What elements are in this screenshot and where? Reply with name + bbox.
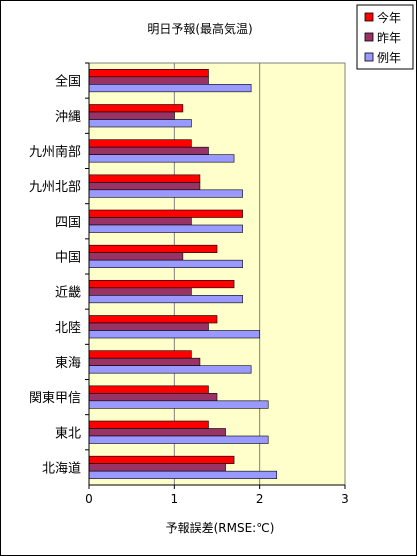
category-label: 東海 — [55, 355, 81, 371]
bar-昨年-北海道 — [88, 463, 226, 472]
bar-今年-中国 — [88, 244, 218, 253]
bar-例年-全国 — [88, 84, 252, 93]
category-label: 北海道 — [42, 461, 81, 476]
bar-昨年-東海 — [88, 357, 201, 366]
bar-今年-九州北部 — [88, 174, 201, 183]
bar-今年-北陸 — [88, 315, 218, 324]
chart-title: 明日予報(最高気温) — [147, 21, 252, 36]
bar-昨年-中国 — [88, 252, 184, 261]
bar-昨年-東北 — [88, 428, 226, 437]
category-label: 沖縄 — [55, 110, 81, 125]
category-label: 九州北部 — [29, 180, 81, 195]
bar-今年-四国 — [88, 209, 243, 218]
bar-昨年-北陸 — [88, 322, 209, 331]
bar-今年-近畿 — [88, 280, 235, 289]
grid-lines — [173, 63, 261, 485]
bar-例年-近畿 — [88, 295, 243, 304]
bar-例年-九州北部 — [88, 189, 243, 198]
bar-今年-北海道 — [88, 455, 235, 464]
bar-今年-関東甲信 — [88, 385, 209, 394]
category-label: 九州南部 — [29, 144, 81, 160]
legend-label: 昨年 — [377, 31, 401, 45]
category-label: 北陸 — [55, 320, 81, 336]
bar-今年-九州南部 — [88, 139, 192, 148]
legend-swatch-今年 — [364, 12, 374, 22]
bar-今年-東北 — [88, 420, 209, 429]
x-tick-label: 2 — [256, 492, 264, 506]
bar-例年-中国 — [88, 259, 243, 268]
category-label: 関東甲信 — [29, 390, 81, 406]
bar-例年-東北 — [88, 435, 269, 444]
category-label: 近畿 — [55, 286, 81, 301]
bar-昨年-九州北部 — [88, 182, 201, 191]
x-tick-label: 0 — [85, 492, 93, 506]
bar-例年-関東甲信 — [88, 400, 269, 409]
x-axis-ticks: 0 1 2 3 — [85, 485, 349, 506]
bar-例年-四国 — [88, 224, 243, 233]
bar-例年-北海道 — [88, 470, 278, 479]
bar-昨年-沖縄 — [88, 111, 175, 120]
category-label: 中国 — [55, 250, 81, 265]
category-label: 全国 — [55, 74, 81, 90]
category-label: 四国 — [55, 215, 81, 230]
bar-今年-東海 — [88, 350, 192, 359]
x-tick-label: 3 — [341, 492, 349, 506]
bar-昨年-四国 — [88, 217, 192, 226]
bar-昨年-全国 — [88, 76, 209, 85]
bar-昨年-近畿 — [88, 287, 192, 296]
bar-昨年-九州南部 — [88, 146, 209, 155]
bar-昨年-関東甲信 — [88, 393, 218, 402]
legend-label: 今年 — [377, 10, 401, 25]
bar-今年-全国 — [88, 69, 209, 78]
plot-area — [88, 62, 346, 486]
category-label: 東北 — [55, 425, 81, 441]
legend-swatch-例年 — [364, 52, 374, 62]
x-tick-label: 1 — [171, 492, 179, 506]
bar-例年-沖縄 — [88, 119, 192, 128]
legend-label: 例年 — [377, 51, 401, 65]
bar-例年-九州南部 — [88, 154, 235, 163]
bar-例年-東海 — [88, 365, 252, 374]
bar-例年-北陸 — [88, 330, 260, 339]
x-axis-label: 予報誤差(RMSE:℃) — [166, 520, 275, 535]
bar-今年-沖縄 — [88, 104, 184, 113]
legend-swatch-昨年 — [364, 32, 374, 42]
